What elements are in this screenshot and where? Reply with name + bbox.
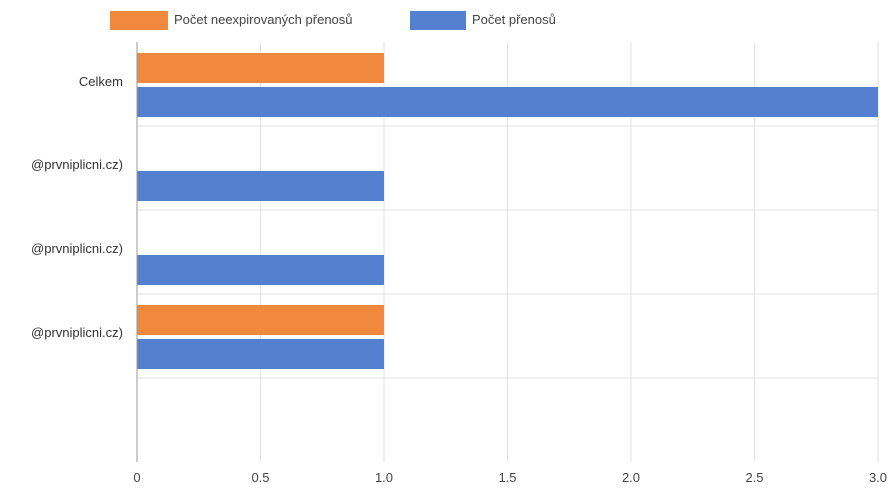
category-label-1: Celkem: [79, 74, 123, 89]
x-tick-label: 1.0: [375, 470, 393, 485]
legend-swatch-1: [110, 11, 168, 30]
x-tick-label: 3.0: [869, 470, 887, 485]
bar-unexpired-4: [137, 305, 384, 335]
category-label-4: @prvniplicni.cz): [31, 325, 123, 340]
bar-total-1: [137, 87, 878, 117]
category-label-3: @prvniplicni.cz): [31, 241, 123, 256]
x-tick-label: 2.5: [745, 470, 763, 485]
x-tick-label: 0: [133, 470, 140, 485]
legend: Počet neexpirovaných přenosů Počet přenos…: [110, 11, 556, 30]
legend-swatch-2: [410, 11, 466, 30]
bars: [137, 53, 878, 369]
category-labels: Celkem @prvniplicni.cz) @prvniplicni.cz) @p…: [31, 74, 123, 340]
bar-unexpired-1: [137, 53, 384, 83]
x-tick-label: 2.0: [622, 470, 640, 485]
bar-total-4: [137, 339, 384, 369]
x-tick-label: 0.5: [251, 470, 269, 485]
tick-labels: 0 0.5 1.0 1.5 2.0 2.5 3.0: [133, 470, 887, 485]
bar-total-2: [137, 171, 384, 201]
legend-label-1: Počet neexpirovaných přenosů: [174, 12, 353, 27]
legend-label-2: Počet přenosů: [472, 12, 556, 27]
x-tick-label: 1.5: [498, 470, 516, 485]
bar-total-3: [137, 255, 384, 285]
category-label-2: @prvniplicni.cz): [31, 157, 123, 172]
